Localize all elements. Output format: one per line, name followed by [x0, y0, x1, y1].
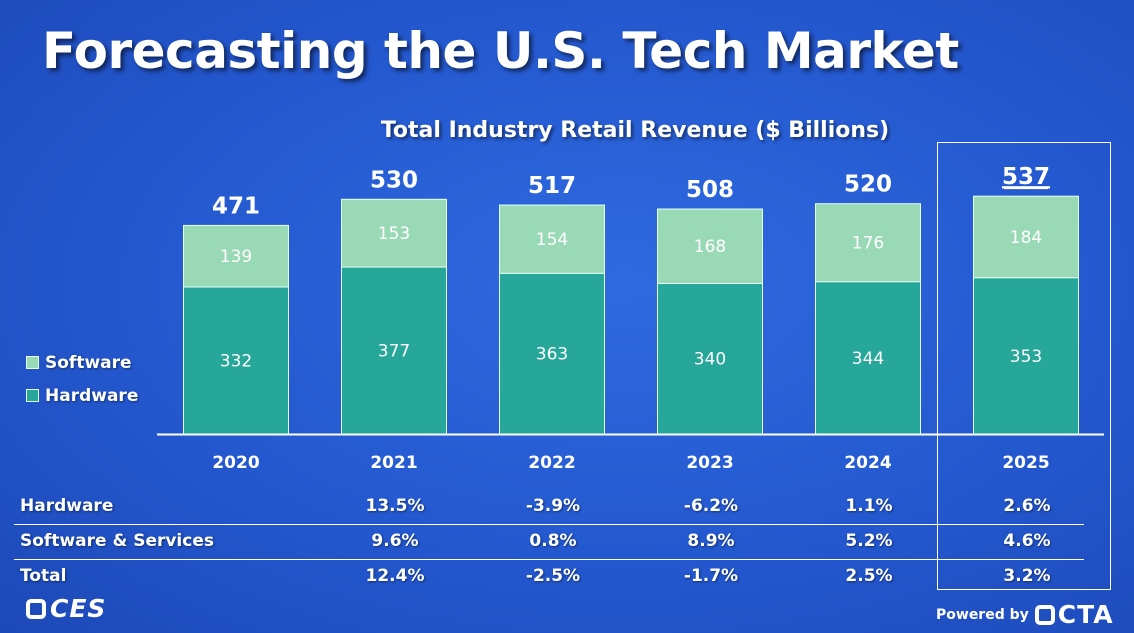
cta-logo: Powered by CTA [936, 600, 1114, 629]
chart-title: Total Industry Retail Revenue ($ Billion… [380, 118, 890, 143]
data-label-hardware: 332 [220, 351, 252, 371]
forecast-highlight-box [937, 142, 1111, 590]
data-label-hardware: 353 [1010, 347, 1042, 367]
data-label-software: 168 [694, 237, 726, 257]
x-tick-label: 2024 [844, 453, 891, 473]
bar-hardware [341, 266, 447, 435]
growth-cell: 1.1% [845, 496, 893, 516]
growth-row-label: Software & Services [20, 531, 214, 551]
ces-logo: CES [26, 594, 106, 623]
page-title: Forecasting the U.S. Tech Market [42, 22, 959, 80]
total-label: 537 [1002, 164, 1050, 190]
bar-hardware [815, 281, 921, 435]
legend: Software Hardware [26, 346, 138, 412]
ces-logo-text: CES [50, 594, 107, 623]
bar-software [815, 203, 921, 283]
x-tick-label: 2022 [528, 453, 575, 473]
ces-logo-mark [26, 598, 46, 619]
legend-item-software: Software [26, 346, 138, 379]
growth-cell: 2.6% [1003, 496, 1051, 516]
growth-cell: 8.9% [687, 531, 735, 551]
data-label-hardware: 377 [378, 342, 410, 362]
legend-label-hardware: Hardware [45, 385, 139, 406]
x-tick-label: 2025 [1002, 453, 1049, 473]
total-label: 517 [528, 173, 576, 199]
growth-table: Hardware 13.5% -3.9% -6.2% 1.1% 2.6% Sof… [14, 490, 1084, 594]
bar-software [341, 198, 447, 268]
data-label-hardware: 344 [852, 349, 884, 369]
legend-swatch-software [26, 356, 39, 369]
legend-label-software: Software [45, 352, 132, 373]
total-label: 508 [686, 177, 734, 203]
x-tick-label: 2023 [686, 453, 733, 473]
data-label-software: 139 [220, 247, 252, 267]
bar-hardware [499, 272, 605, 435]
data-label-software: 184 [1010, 228, 1042, 248]
growth-cell: 4.6% [1003, 531, 1051, 551]
growth-row-total: Total 12.4% -2.5% -1.7% 2.5% 3.2% [14, 560, 1084, 594]
growth-row-label: Hardware [20, 496, 114, 516]
data-label-software: 176 [852, 234, 884, 254]
growth-cell: 2.5% [845, 566, 893, 586]
growth-row-hardware: Hardware 13.5% -3.9% -6.2% 1.1% 2.6% [14, 490, 1084, 525]
growth-cell: 5.2% [845, 531, 893, 551]
cta-logo-text: CTA [1057, 600, 1114, 629]
growth-cell: -3.9% [525, 496, 581, 516]
growth-cell: -6.2% [683, 496, 739, 516]
bar-software [499, 204, 605, 274]
growth-cell: 9.6% [371, 531, 419, 551]
data-label-software: 154 [536, 230, 568, 250]
data-label-hardware: 363 [536, 345, 568, 365]
growth-cell: 3.2% [1003, 566, 1051, 586]
growth-row-software-services: Software & Services 9.6% 0.8% 8.9% 5.2% … [14, 525, 1084, 560]
total-label: 471 [212, 193, 260, 219]
growth-row-label: Total [20, 566, 67, 586]
cta-logo-mark [1034, 604, 1055, 625]
legend-item-hardware: Hardware [26, 379, 138, 412]
data-label-software: 153 [378, 224, 410, 244]
data-label-hardware: 340 [694, 350, 726, 370]
powered-by-label: Powered by [936, 606, 1029, 623]
legend-swatch-hardware [26, 389, 39, 402]
total-label: 530 [370, 167, 418, 193]
bar-software [183, 224, 289, 288]
bar-hardware [973, 277, 1079, 435]
growth-cell: 13.5% [365, 496, 425, 516]
growth-cell: -2.5% [525, 566, 581, 586]
growth-cell: 0.8% [529, 531, 577, 551]
growth-cell: -1.7% [683, 566, 739, 586]
bar-software [973, 195, 1079, 279]
stacked-bar-chart: 332 139 471 2020 377 153 530 2021 363 154 517 2022 3… [183, 164, 1079, 473]
x-tick-label: 2021 [370, 453, 417, 473]
total-label: 520 [844, 172, 892, 198]
growth-cell: 12.4% [365, 566, 425, 586]
bar-software [657, 208, 763, 284]
x-tick-label: 2020 [212, 453, 259, 473]
